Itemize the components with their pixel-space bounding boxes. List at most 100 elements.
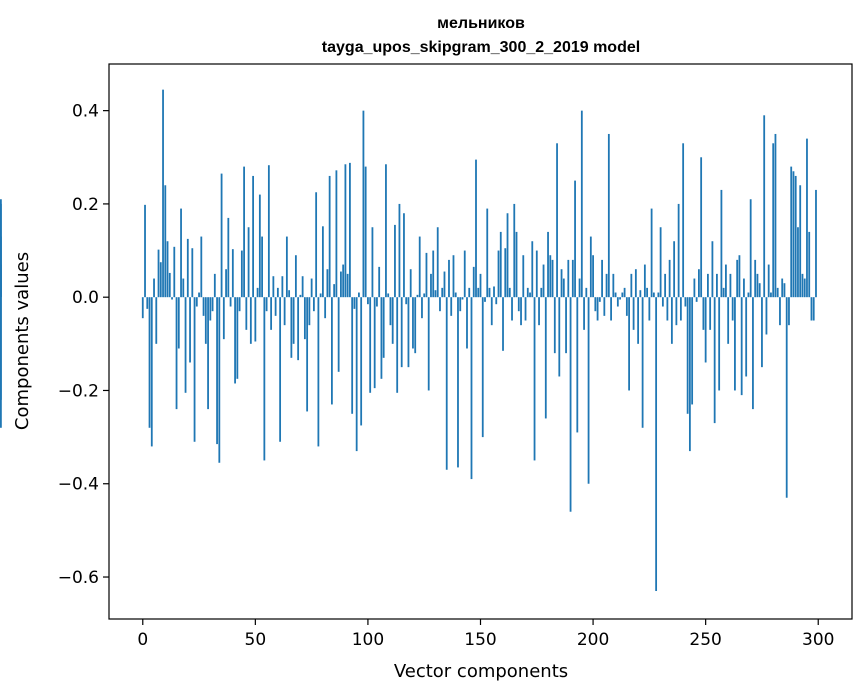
bar-component-248 xyxy=(700,157,703,298)
bar-component-250 xyxy=(704,297,707,363)
bar-component-110 xyxy=(389,297,392,326)
bar-component-219 xyxy=(634,269,637,298)
bar-component-13 xyxy=(171,297,173,300)
bar-component-45 xyxy=(243,166,245,298)
bar-component-275 xyxy=(761,297,763,368)
bar-component-82 xyxy=(326,269,329,298)
bar-component-197 xyxy=(585,287,588,298)
bar-component-24 xyxy=(195,297,198,307)
bar-component-115 xyxy=(400,297,403,368)
bar-component-113 xyxy=(396,297,399,393)
bar-component-289 xyxy=(792,171,795,298)
bar-component-137 xyxy=(450,297,453,316)
bar-component-80 xyxy=(321,226,324,298)
bar-component-0 xyxy=(141,297,144,319)
bar-component-139 xyxy=(454,292,457,298)
bar-component-123 xyxy=(418,236,421,298)
bar-component-9 xyxy=(162,89,164,298)
bar-component-15 xyxy=(175,297,178,410)
bar-component-116 xyxy=(403,213,405,298)
bar-component-247 xyxy=(698,269,700,298)
bar-component-43 xyxy=(238,297,241,312)
bar-component-78 xyxy=(317,297,320,447)
bar-component-222 xyxy=(641,297,644,428)
bar-component-294 xyxy=(803,278,806,298)
bar-component-200 xyxy=(592,255,594,298)
bar-component-98 xyxy=(362,110,365,298)
bar-component-86 xyxy=(335,170,338,298)
bar-component-71 xyxy=(301,276,304,298)
bar-component-23 xyxy=(193,297,196,442)
bars-group xyxy=(0,89,817,592)
bar-component-198 xyxy=(587,297,590,484)
bar-component-181 xyxy=(549,255,552,298)
bar-component-44 xyxy=(240,250,243,298)
bar-component-152 xyxy=(484,297,486,302)
bar-component-230 xyxy=(659,227,662,298)
bar-component-37 xyxy=(225,269,227,298)
chart-subtitle: tayga_upos_skipgram_300_2_2019 model xyxy=(322,39,640,56)
bar-component-85 xyxy=(333,284,336,298)
bar-component-232 xyxy=(664,273,667,298)
bar-component-172 xyxy=(529,292,531,298)
bar-component-235 xyxy=(670,297,673,344)
bar-component-280 xyxy=(772,143,775,298)
bar-component-183 xyxy=(553,297,556,354)
bar-component-35 xyxy=(220,173,223,298)
bar-component-147 xyxy=(472,266,475,298)
bar-component-135 xyxy=(445,297,448,470)
bar-component-202 xyxy=(596,297,599,321)
bar-component-8 xyxy=(159,262,162,298)
bar-component-276 xyxy=(763,115,766,298)
bar-component-17 xyxy=(180,208,182,298)
bar-component-103 xyxy=(373,297,376,389)
x-axis-label: Vector components xyxy=(394,661,568,682)
bar-component-106 xyxy=(380,297,383,379)
bar-component-84 xyxy=(331,297,333,405)
bar-component-263 xyxy=(734,297,736,391)
bar-component-194 xyxy=(578,278,581,298)
bar-component-49 xyxy=(252,175,254,298)
bar-component-283 xyxy=(779,297,781,326)
bar-component-281 xyxy=(774,133,777,298)
bar-component-95 xyxy=(355,297,358,452)
bar-component-1 xyxy=(144,204,146,298)
bar-component-162 xyxy=(506,213,509,298)
bar-component-72 xyxy=(303,297,306,340)
bar-component-132 xyxy=(439,297,441,312)
bar-component-138 xyxy=(452,255,455,298)
bar-component-231 xyxy=(661,297,664,307)
bar-component-214 xyxy=(623,287,626,298)
bar-component-108 xyxy=(385,164,387,298)
bar-component-163 xyxy=(508,287,511,298)
bar-component-25 xyxy=(198,292,200,298)
bar-component-182 xyxy=(551,259,554,298)
bar-component-265 xyxy=(738,255,741,298)
bar-component-34 xyxy=(218,297,221,463)
bar-component-129 xyxy=(432,250,435,298)
y-tick-label: −0.6 xyxy=(58,568,99,588)
bar-component-211 xyxy=(616,297,619,307)
bar-component-166 xyxy=(515,231,518,298)
bar-component-290 xyxy=(794,175,797,298)
bar-component-12 xyxy=(168,272,171,298)
bar-component-203 xyxy=(598,297,601,302)
y-tick-label: 0.4 xyxy=(72,102,99,122)
y-tick-label: −0.4 xyxy=(58,475,99,495)
y-axis-ticks: 0.4 0.2 0.0 −0.2 −0.4 −0.6 xyxy=(58,102,109,588)
bar-component-88 xyxy=(340,271,342,298)
bar-component-164 xyxy=(511,297,513,321)
bar-component-167 xyxy=(517,297,520,312)
bar-component-285 xyxy=(783,283,786,298)
bar-component-299 xyxy=(815,189,817,298)
x-tick-label: 200 xyxy=(577,630,609,650)
bar-component-288 xyxy=(790,166,793,298)
bar-component-206 xyxy=(605,273,608,298)
bar-component-91 xyxy=(346,273,349,298)
bar-component-30 xyxy=(209,297,212,321)
bar-component-161 xyxy=(504,248,507,298)
bar-component-176 xyxy=(538,297,540,326)
bar-component-38 xyxy=(227,217,230,298)
y-tick-label: 0.2 xyxy=(72,195,99,215)
bar-component-57 xyxy=(270,297,273,330)
